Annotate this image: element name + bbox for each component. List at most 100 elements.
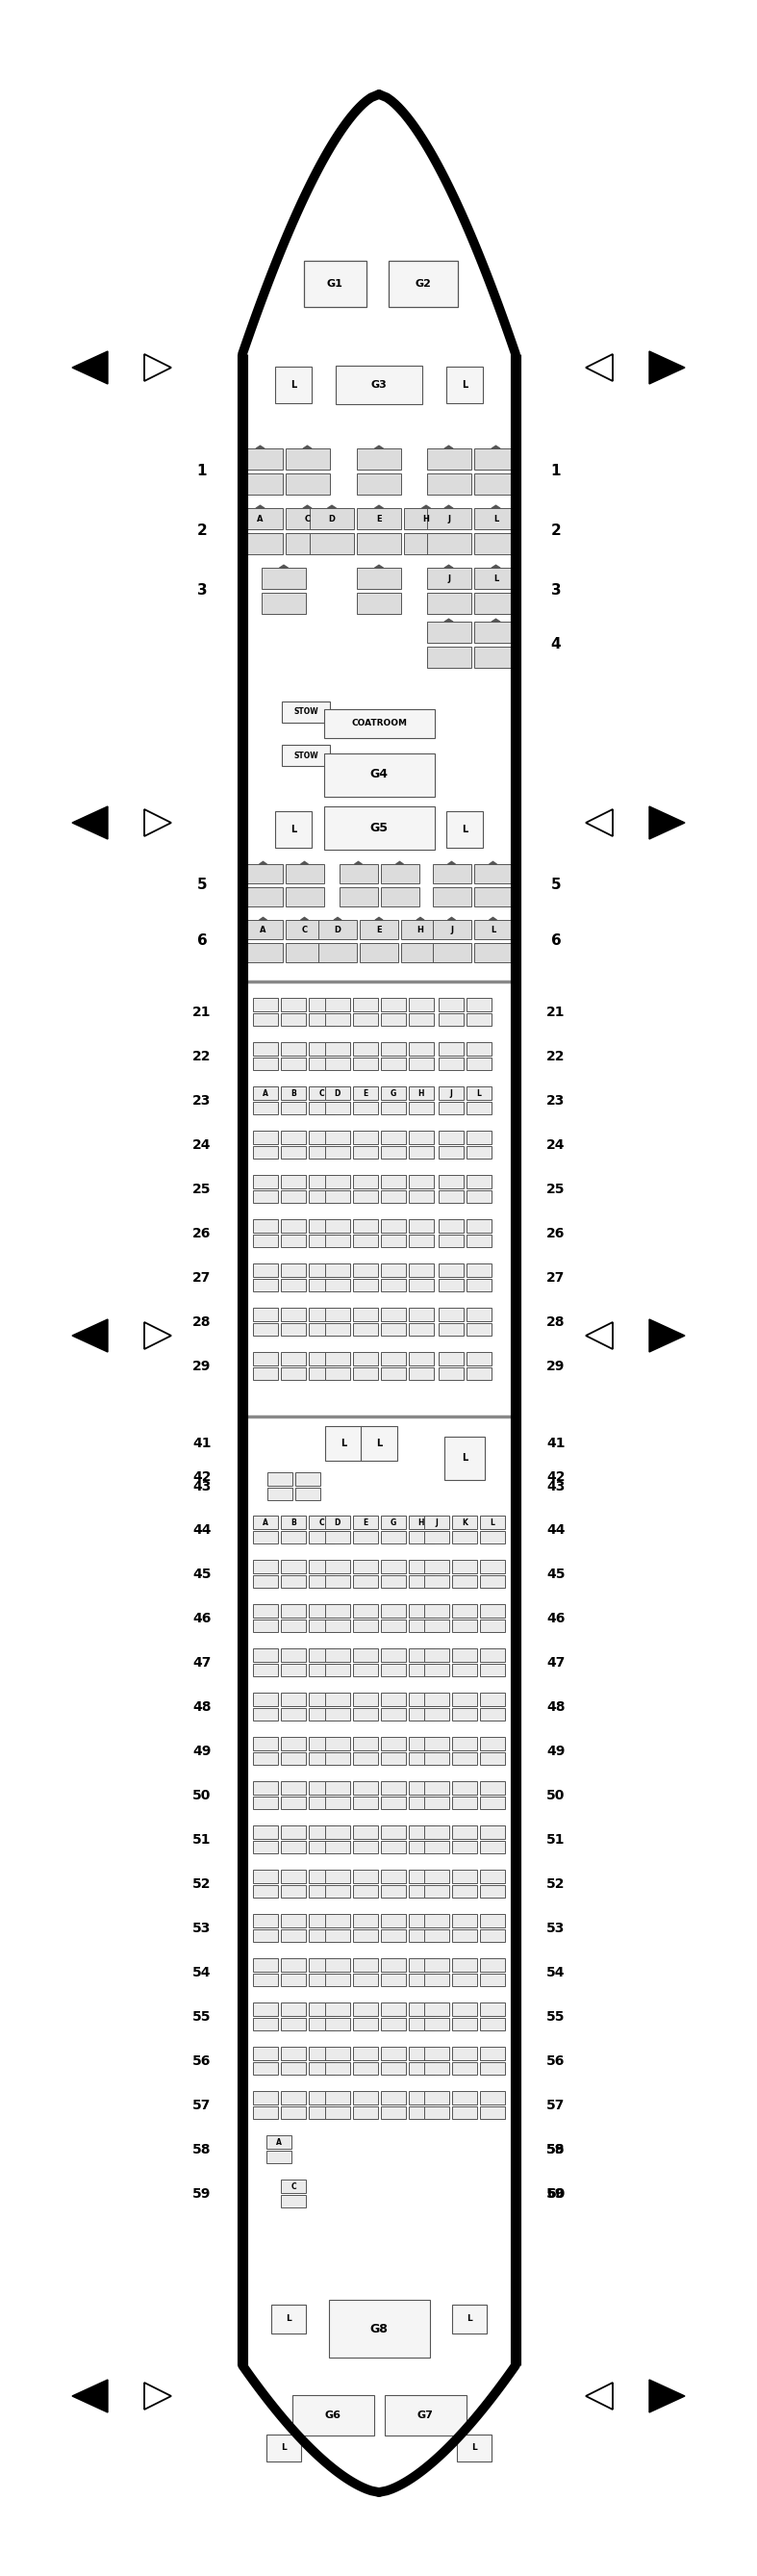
Bar <box>325 1826 350 1839</box>
Bar <box>253 1352 278 1365</box>
Text: H: H <box>418 1090 424 1097</box>
Text: 51: 51 <box>192 1834 211 1847</box>
Polygon shape <box>375 564 383 567</box>
Bar <box>480 2107 505 2117</box>
Bar <box>424 2048 449 2061</box>
Bar <box>438 1012 463 1025</box>
Bar <box>480 2048 505 2061</box>
Bar <box>480 1826 505 1839</box>
Bar <box>408 2048 433 2061</box>
Bar <box>381 1692 406 1705</box>
Polygon shape <box>375 917 383 920</box>
Text: 42: 42 <box>192 1471 211 1484</box>
Bar <box>325 1059 350 1069</box>
Bar <box>474 507 518 531</box>
Bar <box>285 866 324 884</box>
Bar <box>480 1649 505 1662</box>
Bar <box>325 2107 350 2117</box>
Bar <box>381 1175 406 1188</box>
Bar <box>353 1352 378 1365</box>
Bar <box>452 1783 477 1795</box>
Bar <box>424 2063 449 2074</box>
Bar <box>381 1043 406 1056</box>
Bar <box>253 1012 278 1025</box>
Bar <box>275 811 312 848</box>
Bar <box>381 1012 406 1025</box>
Bar <box>452 1842 477 1852</box>
Bar <box>262 567 306 590</box>
Bar <box>381 1234 406 1247</box>
Text: 52: 52 <box>547 1878 565 1891</box>
Bar <box>281 1561 306 1574</box>
Bar <box>480 1870 505 1883</box>
Text: C: C <box>301 925 307 935</box>
Bar <box>381 1664 406 1677</box>
Text: 49: 49 <box>547 1744 565 1757</box>
Bar <box>309 1783 334 1795</box>
Text: D: D <box>334 1090 340 1097</box>
Bar <box>480 1561 505 1574</box>
Bar <box>325 1175 350 1188</box>
Text: 21: 21 <box>547 1005 565 1020</box>
Bar <box>474 886 512 907</box>
Bar <box>480 1664 505 1677</box>
Text: A: A <box>260 925 266 935</box>
Bar <box>238 448 282 469</box>
Polygon shape <box>491 505 500 507</box>
Bar <box>325 997 350 1012</box>
Bar <box>404 533 448 554</box>
Bar <box>452 2063 477 2074</box>
Bar <box>325 1515 350 1530</box>
Bar <box>353 1870 378 1883</box>
Text: J: J <box>435 1517 438 1528</box>
Bar <box>424 1530 449 1543</box>
Bar <box>480 1692 505 1705</box>
Bar <box>408 2107 433 2117</box>
Bar <box>466 1324 491 1334</box>
Bar <box>281 2063 306 2074</box>
Bar <box>309 1708 334 1721</box>
Bar <box>452 1664 477 1677</box>
Polygon shape <box>334 917 341 920</box>
Bar <box>480 1605 505 1618</box>
Bar <box>424 1736 449 1749</box>
Text: L: L <box>494 574 498 582</box>
Bar <box>353 1929 378 1942</box>
Bar <box>452 1886 477 1899</box>
Bar <box>408 1752 433 1765</box>
Bar <box>285 533 329 554</box>
Bar <box>457 2434 491 2463</box>
Text: A: A <box>263 1517 268 1528</box>
Bar <box>438 1265 463 1278</box>
Bar <box>353 1605 378 1618</box>
Bar <box>424 2092 449 2105</box>
Bar <box>424 1577 449 1587</box>
Bar <box>325 2048 350 2061</box>
Bar <box>432 886 471 907</box>
Text: L: L <box>472 2445 477 2452</box>
Bar <box>381 2017 406 2030</box>
Bar <box>309 1309 334 1321</box>
Text: G: G <box>390 1090 396 1097</box>
Bar <box>408 1886 433 1899</box>
Bar <box>281 1324 306 1334</box>
Bar <box>353 1752 378 1765</box>
Bar <box>238 507 282 531</box>
Bar <box>309 1352 334 1365</box>
Bar <box>253 2017 278 2030</box>
Bar <box>427 448 471 469</box>
Bar <box>466 1059 491 1069</box>
Bar <box>353 1530 378 1543</box>
Polygon shape <box>279 564 288 567</box>
Bar <box>452 2048 477 2061</box>
Polygon shape <box>422 505 431 507</box>
Bar <box>329 2300 429 2357</box>
Bar <box>360 943 398 961</box>
Bar <box>285 943 324 961</box>
Text: L: L <box>462 381 468 389</box>
Bar <box>381 1842 406 1852</box>
Bar <box>438 1324 463 1334</box>
Bar <box>244 866 282 884</box>
Text: 54: 54 <box>192 1965 211 1978</box>
Bar <box>309 1870 334 1883</box>
